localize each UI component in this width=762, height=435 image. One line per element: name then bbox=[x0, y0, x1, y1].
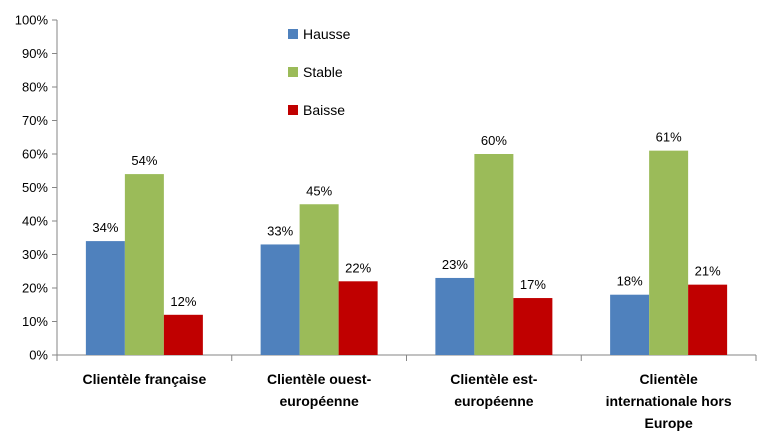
y-tick-label: 40% bbox=[22, 214, 48, 229]
data-label: 12% bbox=[170, 294, 196, 309]
y-tick-label: 80% bbox=[22, 80, 48, 95]
x-tick-label: Clientèle est-européenne bbox=[450, 371, 537, 409]
legend-label: Stable bbox=[303, 64, 343, 80]
legend-label: Hausse bbox=[303, 26, 351, 42]
y-tick-label: 50% bbox=[22, 180, 48, 195]
bar-baisse-2 bbox=[338, 281, 378, 355]
y-tick-label: 20% bbox=[22, 281, 48, 296]
y-tick-label: 0% bbox=[29, 348, 48, 363]
data-label: 18% bbox=[617, 274, 643, 289]
x-tick-label: Clientèle française bbox=[83, 371, 207, 387]
bar-baisse-1 bbox=[163, 314, 203, 355]
data-label: 61% bbox=[656, 130, 682, 145]
y-tick-label: 100% bbox=[15, 13, 49, 28]
bar-hausse-1 bbox=[85, 241, 125, 355]
x-axis: Clientèle française Clientèle ouest-europ… bbox=[56, 354, 757, 431]
legend-swatch bbox=[288, 105, 298, 115]
legend-swatch bbox=[288, 67, 298, 77]
data-label: 60% bbox=[481, 133, 507, 148]
y-tick-label: 90% bbox=[22, 46, 48, 61]
legend: Hausse Stable Baisse bbox=[288, 26, 351, 118]
data-label: 34% bbox=[92, 220, 118, 235]
x-tick-label: Clientèle ouest-européenne bbox=[267, 371, 372, 409]
bar-stable-4 bbox=[649, 150, 689, 355]
data-label: 54% bbox=[131, 153, 157, 168]
data-labels: 34% 33% 23% 18% 54% 45% 60% 61% 12% 22% 17% 21% bbox=[92, 130, 721, 309]
x-tick-label: Clientèle internationale hors Europe bbox=[606, 371, 732, 431]
bar-stable-1 bbox=[124, 174, 164, 355]
bar-stable-3 bbox=[474, 154, 514, 355]
data-label: 17% bbox=[520, 277, 546, 292]
data-label: 33% bbox=[267, 223, 293, 238]
y-tick-label: 30% bbox=[22, 247, 48, 262]
data-label: 23% bbox=[442, 257, 468, 272]
bar-hausse-3 bbox=[435, 277, 475, 355]
y-tick-label: 60% bbox=[22, 147, 48, 162]
legend-label: Baisse bbox=[303, 102, 345, 118]
y-tick-label: 70% bbox=[22, 113, 48, 128]
data-label: 22% bbox=[345, 260, 371, 275]
bar-stable-2 bbox=[299, 204, 339, 355]
data-label: 21% bbox=[695, 264, 721, 279]
legend-swatch bbox=[288, 29, 298, 39]
bar-baisse-3 bbox=[513, 298, 553, 355]
bar-hausse-2 bbox=[260, 244, 300, 355]
y-axis: 0% 10% 20% 30% 40% 50% 60% 70% 80% 90% 100% bbox=[15, 13, 58, 363]
bar-hausse-4 bbox=[610, 294, 650, 355]
bar-baisse-4 bbox=[688, 284, 728, 355]
y-tick-label: 10% bbox=[22, 314, 48, 329]
data-label: 45% bbox=[306, 183, 332, 198]
bars bbox=[85, 150, 728, 355]
